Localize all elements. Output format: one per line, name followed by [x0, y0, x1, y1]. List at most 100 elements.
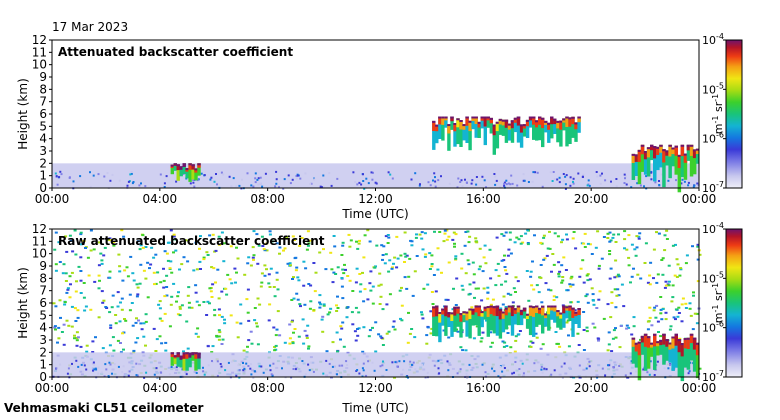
x-tick: 16:00 — [466, 377, 501, 395]
feature-boundary-layer — [52, 163, 700, 190]
colorbar-ticks: 10-4 10-5 10-6 10-7 — [702, 32, 726, 195]
colorbar-tick: 10-7 — [702, 369, 726, 384]
colorbar-tick-label: 10-5 — [702, 270, 724, 285]
y-tick-label: 7 — [39, 95, 47, 109]
y-tick-label: 2 — [39, 156, 47, 170]
feature-cloud — [432, 116, 581, 155]
feature-cloud — [170, 163, 201, 182]
x-axis-label: Time (UTC) — [341, 207, 408, 221]
colorbar-tick: 10-4 — [702, 32, 726, 47]
x-tick-label: 12:00 — [358, 192, 393, 206]
x-tick-label: 00:00 — [682, 192, 717, 206]
colorbar-gradient — [725, 39, 743, 189]
y-tick: 3 — [39, 144, 52, 158]
y-tick: 8 — [39, 82, 52, 96]
colorbar-unit-label: m-1 sr-1 — [711, 283, 725, 323]
x-tick: 00:00 — [682, 188, 717, 206]
colorbar: 10-4 10-5 10-6 10-7 m-1 sr-1 — [702, 32, 743, 195]
y-axis-label: Height (km) — [16, 78, 30, 149]
feature-cloud — [631, 333, 700, 382]
y-tick: 1 — [39, 358, 52, 372]
y-tick: 11 — [32, 45, 52, 59]
y-tick: 3 — [39, 333, 52, 347]
x-tick: 04:00 — [143, 377, 178, 395]
y-tick: 4 — [39, 321, 52, 335]
y-tick-label: 6 — [39, 296, 47, 310]
x-tick-label: 20:00 — [574, 192, 609, 206]
x-tick: 08:00 — [250, 188, 285, 206]
feature-cloud — [631, 144, 700, 193]
y-tick-label: 4 — [39, 132, 47, 146]
y-tick: 11 — [32, 234, 52, 248]
x-tick: 20:00 — [574, 377, 609, 395]
y-tick-label: 10 — [32, 247, 47, 261]
x-tick-label: 20:00 — [574, 381, 609, 395]
y-tick: 6 — [39, 107, 52, 121]
y-tick-label: 3 — [39, 333, 47, 347]
y-tick: 8 — [39, 271, 52, 285]
x-tick: 20:00 — [574, 188, 609, 206]
y-tick: 12 — [32, 222, 52, 236]
x-tick-label: 04:00 — [143, 381, 178, 395]
x-axis-label: Time (UTC) — [341, 401, 408, 415]
x-tick-label: 00:00 — [35, 381, 70, 395]
y-tick: 6 — [39, 296, 52, 310]
y-tick-label: 12 — [32, 222, 47, 236]
y-tick-label: 8 — [39, 271, 47, 285]
x-tick: 00:00 — [35, 188, 70, 206]
colorbar-tick: 10-6 — [702, 320, 726, 335]
y-tick: 5 — [39, 308, 52, 322]
x-tick-label: 08:00 — [250, 192, 285, 206]
y-tick-label: 3 — [39, 144, 47, 158]
x-tick-label: 16:00 — [466, 381, 501, 395]
y-tick-label: 8 — [39, 82, 47, 96]
colorbar-unit-label: m-1 sr-1 — [711, 94, 725, 134]
colorbar: 10-4 10-5 10-6 10-7 m-1 sr-1 — [702, 221, 743, 384]
x-tick: 00:00 — [35, 377, 70, 395]
x-tick: 16:00 — [466, 188, 501, 206]
y-tick-label: 4 — [39, 321, 47, 335]
y-tick-label: 6 — [39, 107, 47, 121]
y-tick-label: 1 — [39, 169, 47, 183]
feature-cloud — [432, 305, 581, 343]
colorbar-tick-label: 10-6 — [702, 320, 724, 335]
colorbar-tick: 10-4 — [702, 221, 726, 236]
heatmap-features — [52, 229, 702, 382]
heatmap-features — [52, 116, 700, 193]
x-tick: 04:00 — [143, 188, 178, 206]
y-tick-label: 11 — [32, 234, 47, 248]
y-tick: 2 — [39, 156, 52, 170]
x-axis-ticks: 00:00 04:00 08:00 12:00 16:00 20:00 00:00 — [35, 377, 717, 395]
colorbar-tick: 10-5 — [702, 81, 726, 96]
y-tick: 5 — [39, 119, 52, 133]
y-tick: 2 — [39, 345, 52, 359]
y-tick: 10 — [32, 58, 52, 72]
x-tick-label: 04:00 — [143, 192, 178, 206]
y-tick-label: 11 — [32, 45, 47, 59]
colorbar-tick-label: 10-7 — [702, 369, 724, 384]
colorbar-tick: 10-5 — [702, 270, 726, 285]
y-axis-label: Height (km) — [16, 267, 30, 338]
colorbar-tick-label: 10-4 — [702, 32, 724, 47]
y-tick-label: 5 — [39, 119, 47, 133]
x-tick: 08:00 — [250, 377, 285, 395]
y-tick-label: 0 — [39, 370, 47, 384]
x-tick-label: 00:00 — [682, 381, 717, 395]
y-tick: 7 — [39, 95, 52, 109]
y-tick: 9 — [39, 259, 52, 273]
instrument-label: Vehmasmaki CL51 ceilometer — [4, 401, 204, 415]
feature-boundary-layer — [52, 352, 701, 379]
colorbar-tick-label: 10-5 — [702, 81, 724, 96]
y-tick: 7 — [39, 284, 52, 298]
y-tick-label: 9 — [39, 70, 47, 84]
y-tick-label: 5 — [39, 308, 47, 322]
y-tick-label: 10 — [32, 58, 47, 72]
y-tick-label: 0 — [39, 181, 47, 195]
chart-title: Raw attenuated backscatter coefficient — [58, 234, 325, 248]
x-tick-label: 00:00 — [35, 192, 70, 206]
y-tick: 12 — [32, 33, 52, 47]
